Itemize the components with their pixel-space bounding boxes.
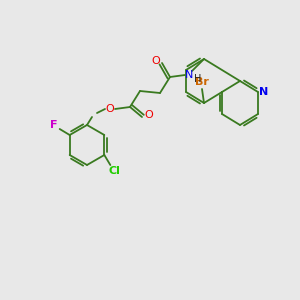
Text: N: N bbox=[185, 70, 193, 80]
Text: Cl: Cl bbox=[108, 166, 120, 176]
Text: O: O bbox=[152, 56, 160, 66]
Text: N: N bbox=[260, 87, 268, 97]
Text: F: F bbox=[50, 120, 57, 130]
Text: O: O bbox=[145, 110, 153, 120]
Text: Br: Br bbox=[195, 77, 209, 87]
Text: H: H bbox=[194, 74, 202, 84]
Text: O: O bbox=[106, 104, 114, 114]
